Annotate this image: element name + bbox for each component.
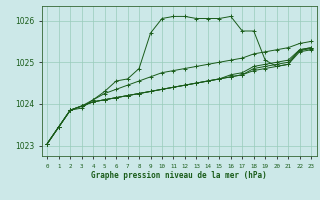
X-axis label: Graphe pression niveau de la mer (hPa): Graphe pression niveau de la mer (hPa) [91,171,267,180]
